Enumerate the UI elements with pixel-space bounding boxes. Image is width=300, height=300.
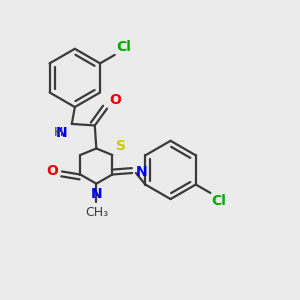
Text: N: N (135, 165, 147, 179)
Text: Cl: Cl (212, 194, 226, 208)
Text: Cl: Cl (116, 40, 131, 54)
Text: H: H (54, 126, 63, 139)
Text: CH₃: CH₃ (85, 206, 108, 219)
Text: N: N (56, 126, 68, 140)
Text: O: O (46, 164, 58, 178)
Text: N: N (91, 187, 103, 201)
Text: S: S (116, 139, 126, 152)
Text: O: O (110, 93, 122, 107)
